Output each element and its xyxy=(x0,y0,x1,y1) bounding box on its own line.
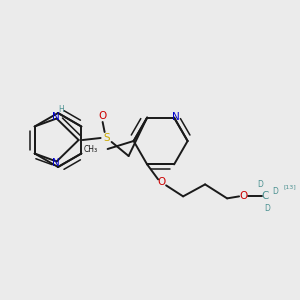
Text: D: D xyxy=(264,204,270,213)
Text: O: O xyxy=(157,177,165,188)
Text: N: N xyxy=(52,112,59,122)
Text: [13]: [13] xyxy=(283,184,296,189)
Text: S: S xyxy=(103,133,110,143)
Text: O: O xyxy=(98,111,107,121)
Text: D: D xyxy=(257,180,263,189)
Text: C: C xyxy=(261,191,269,201)
Text: N: N xyxy=(172,112,180,122)
Text: D: D xyxy=(272,187,278,196)
Text: N: N xyxy=(52,158,59,169)
Text: CH₃: CH₃ xyxy=(83,145,98,154)
Text: O: O xyxy=(239,191,247,201)
Text: H: H xyxy=(59,105,64,114)
